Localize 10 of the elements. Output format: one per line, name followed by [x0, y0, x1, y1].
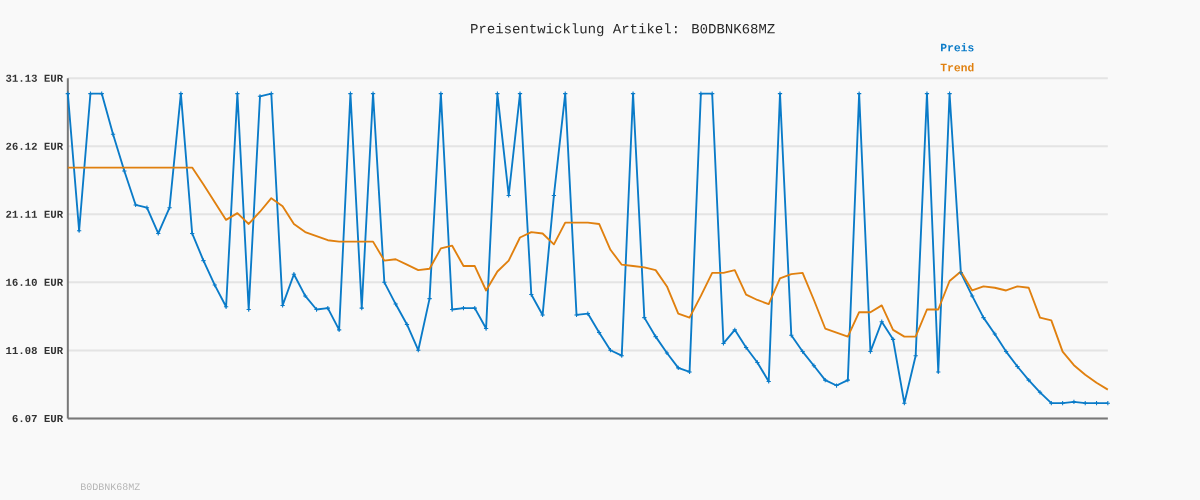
chart-title: Preisentwicklung Artikel: B0DBNK68MZ [471, 23, 775, 37]
y-tick-label: 31.13 EUR [5, 74, 64, 82]
y-tick-label: 21.11 EUR [6, 210, 64, 218]
text: Trend [940, 63, 974, 72]
y-tick-label: 6.07 EUR [12, 414, 64, 423]
y-tick-label: 26.12 EUR [6, 142, 64, 150]
text: Preis [941, 43, 974, 52]
text: B0DBNK68MZ [81, 483, 140, 491]
y-tick-label: 11.08 EUR [6, 346, 64, 355]
y-tick-label: 16.10 EUR [6, 278, 64, 286]
